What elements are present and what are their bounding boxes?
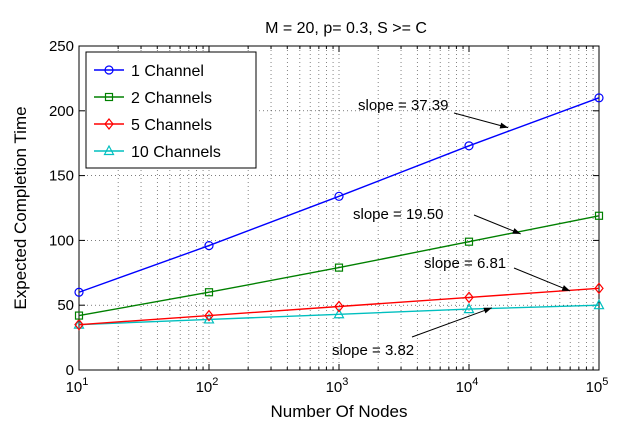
legend-label: 10 Channels — [131, 144, 221, 161]
annotation-arrowhead — [499, 122, 509, 129]
y-tick-label: 250 — [49, 38, 74, 55]
legend-label: 1 Channel — [131, 63, 204, 80]
legend-entry: 10 Channels — [94, 144, 221, 161]
plot-series — [73, 93, 605, 331]
data-point — [334, 191, 344, 201]
legend: 1 Channel 2 Channels 5 Channels 10 Channels — [85, 51, 257, 169]
annotation-arrowhead — [561, 285, 571, 291]
legend-entry: 5 Channels — [94, 117, 212, 134]
x-axis-label: Number Of Nodes — [271, 402, 408, 421]
series-line — [78, 287, 600, 326]
data-point — [74, 287, 84, 297]
axes: 101 102 103 104 105 0 50 100 150 200 250 — [49, 38, 608, 396]
annotation-arrow-line — [473, 214, 521, 235]
series-line — [78, 97, 600, 293]
annotation-arrow-line — [513, 267, 571, 292]
data-point — [593, 298, 605, 310]
data-point — [204, 309, 214, 322]
series-5-channels — [74, 282, 604, 331]
data-point — [74, 318, 84, 331]
legend-label: 5 Channels — [131, 117, 212, 134]
series-line — [78, 215, 600, 317]
data-point — [334, 300, 344, 313]
slope-annotation: slope = 37.39 — [358, 97, 449, 114]
x-tick-label: 104 — [456, 376, 479, 396]
data-point — [464, 141, 474, 151]
x-tick-label: 101 — [66, 376, 89, 396]
annotation-arrow-line — [411, 307, 493, 338]
slope-annotation: slope = 19.50 — [353, 206, 444, 223]
chart-title: M = 20, p= 0.3, S >= C — [265, 20, 427, 37]
slope-annotation: slope = 3.82 — [332, 342, 414, 359]
y-tick-label: 50 — [57, 297, 74, 314]
data-point — [334, 263, 344, 272]
data-point — [333, 307, 345, 319]
x-tick-label: 103 — [326, 376, 349, 396]
legend-entry: 1 Channel — [94, 63, 204, 80]
legend-marker — [104, 92, 114, 102]
legend-entry: 2 Channels — [94, 90, 212, 107]
y-tick-label: 200 — [49, 103, 74, 120]
y-axis-label: Expected Completion Time — [11, 106, 30, 309]
data-point — [204, 240, 214, 251]
x-tick-label: 102 — [196, 376, 219, 396]
data-point — [204, 288, 214, 297]
y-tick-label: 100 — [49, 232, 74, 249]
annotation-arrow-line — [453, 112, 509, 129]
y-tick-label: 150 — [49, 168, 74, 185]
series-10-channels — [73, 298, 605, 329]
series-line — [78, 304, 600, 326]
annotation-arrowhead — [512, 228, 521, 234]
legend-marker — [104, 118, 114, 130]
y-tick-label: 0 — [66, 362, 74, 379]
data-point — [594, 93, 604, 103]
data-point — [463, 302, 475, 314]
annotations: slope = 37.39 slope = 19.50 slope = 6.81 sl… — [332, 97, 571, 359]
legend-box — [85, 51, 257, 169]
x-tick-label: 105 — [586, 376, 609, 396]
data-point — [464, 291, 474, 304]
data-point — [464, 237, 474, 246]
legend-label: 2 Channels — [131, 90, 212, 107]
series-2-channels — [74, 211, 604, 320]
annotation-arrowhead — [483, 307, 492, 314]
grid — [79, 46, 599, 370]
slope-annotation: slope = 6.81 — [424, 255, 506, 272]
data-point — [74, 311, 84, 320]
legend-marker — [104, 65, 114, 75]
data-point — [594, 282, 604, 295]
data-point — [594, 211, 604, 220]
legend-marker — [103, 144, 115, 156]
series-1-channel — [74, 93, 604, 297]
